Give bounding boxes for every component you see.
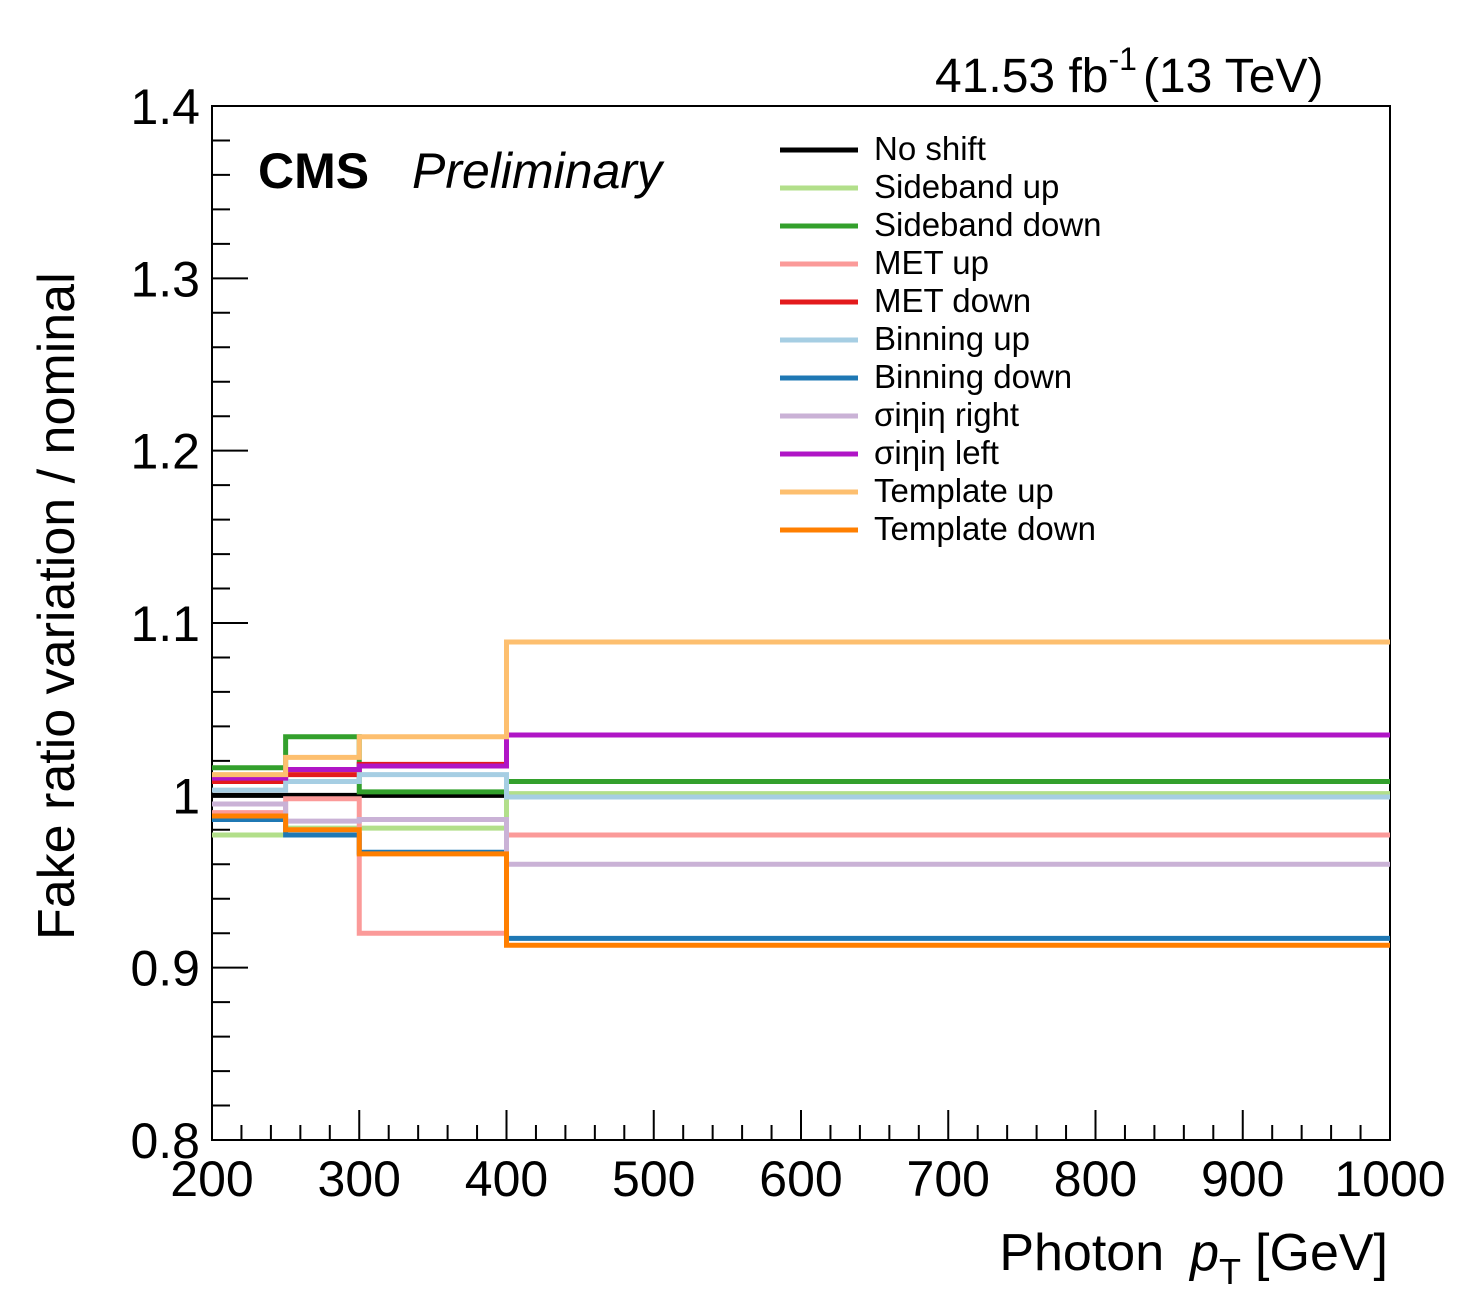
- x-tick-label: 300: [318, 1151, 401, 1207]
- x-tick-label: 200: [170, 1151, 253, 1207]
- legend-label: MET up: [874, 244, 989, 281]
- y-tick-label: 0.9: [130, 941, 200, 997]
- y-tick-label: 1.1: [130, 596, 200, 652]
- series-line: [212, 772, 1390, 800]
- legend-label: No shift: [874, 130, 986, 167]
- energy-label: (13 TeV): [1143, 50, 1324, 103]
- x-tick-label: 900: [1201, 1151, 1284, 1207]
- legend-label: Binning up: [874, 320, 1030, 357]
- x-axis-title-unit: [GeV]: [1255, 1224, 1388, 1282]
- x-tick-label: 400: [465, 1151, 548, 1207]
- legend-label: MET down: [874, 282, 1031, 319]
- x-axis-title-sub: T: [1219, 1251, 1241, 1292]
- series-line: [212, 791, 1390, 838]
- x-axis-title: Photon pT [GeV]: [999, 1224, 1388, 1292]
- legend-label: Template down: [874, 510, 1096, 547]
- legend-label: Binning down: [874, 358, 1072, 395]
- series-line: [212, 639, 1390, 778]
- y-tick-label: 0.8: [130, 1113, 200, 1169]
- legend-label: Template up: [874, 472, 1054, 509]
- tick-labels: 200 300 400 500 600 700 800 900 1000 0.8 0.9 1 1.1 1.…: [130, 79, 1445, 1207]
- legend-label: Sideband down: [874, 206, 1102, 243]
- luminosity-label: 41.53 fb-1 (13 TeV): [935, 41, 1323, 103]
- lumi-exponent: -1: [1108, 41, 1136, 77]
- y-tick-label: 1.2: [130, 424, 200, 480]
- x-tick-label: 500: [612, 1151, 695, 1207]
- x-axis-title-main: Photon: [999, 1224, 1164, 1282]
- series-line: [212, 813, 1390, 948]
- plot-frame: [211, 105, 1391, 1141]
- y-tick-label: 1: [172, 768, 200, 824]
- y-axis-title: Fake ratio variation / nominal: [28, 272, 86, 940]
- series-line: [212, 732, 1390, 781]
- x-tick-label: 1000: [1334, 1151, 1445, 1207]
- x-tick-label: 800: [1054, 1151, 1137, 1207]
- axis-ticks: [211, 105, 1391, 1141]
- legend-label: σiηiη right: [874, 396, 1019, 433]
- x-tick-label: 700: [907, 1151, 990, 1207]
- cms-label: CMS: [258, 143, 369, 199]
- lumi-value: 41.53 fb: [935, 50, 1108, 103]
- x-axis-title-var: p: [1188, 1224, 1219, 1282]
- y-tick-label: 1.4: [130, 79, 200, 135]
- series-lines: [212, 639, 1390, 948]
- x-tick-label: 600: [759, 1151, 842, 1207]
- legend-label: σiηiη left: [874, 434, 999, 471]
- preliminary-label: Preliminary: [412, 143, 665, 199]
- legend-label: Sideband up: [874, 168, 1059, 205]
- y-tick-label: 1.3: [130, 251, 200, 307]
